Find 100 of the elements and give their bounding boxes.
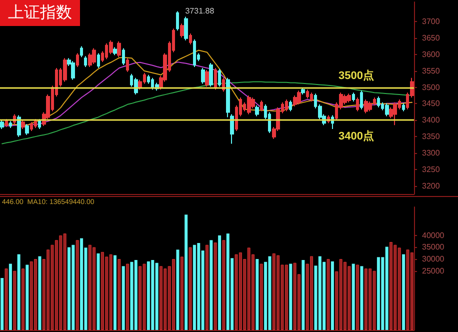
bar — [134, 260, 138, 330]
bar — [402, 254, 406, 330]
bar — [122, 266, 125, 330]
y-tick-label: 3350 — [422, 132, 440, 142]
candlestick — [393, 102, 397, 126]
bar — [30, 261, 33, 330]
candlestick — [364, 98, 368, 114]
candlestick — [113, 46, 117, 56]
bar — [172, 259, 176, 330]
bar — [364, 268, 368, 330]
bar — [256, 259, 259, 330]
candlestick — [301, 87, 305, 96]
bar — [272, 253, 276, 330]
bar — [348, 266, 351, 330]
candlestick — [88, 52, 92, 68]
candlestick — [360, 90, 363, 110]
bar — [17, 254, 20, 330]
ref-line-label: 3500点 — [338, 68, 374, 82]
bar — [109, 254, 112, 330]
y-tick-label: 35000 — [422, 242, 445, 252]
candlestick — [352, 92, 355, 102]
candlestick — [63, 58, 67, 82]
bar — [238, 252, 242, 330]
bar — [130, 262, 134, 330]
y-tick-label: 25000 — [422, 266, 445, 276]
line-series — [2, 81, 412, 144]
candlestick — [402, 102, 405, 112]
y-tick-label: 3600 — [422, 50, 440, 60]
candlestick — [289, 100, 292, 112]
candlestick — [368, 100, 372, 112]
bar — [180, 256, 184, 330]
bar — [376, 257, 380, 330]
candlestick — [97, 52, 100, 68]
bar — [151, 260, 154, 330]
bar — [234, 254, 238, 330]
bar — [4, 268, 8, 330]
bar — [38, 256, 42, 330]
bar — [339, 259, 342, 330]
bar — [352, 264, 355, 330]
y-tick-label: 3500 — [422, 82, 440, 92]
candlestick — [193, 38, 196, 68]
y-tick-label: 3400 — [422, 116, 440, 125]
candlestick — [126, 58, 129, 72]
annotation: 3731.88 — [185, 6, 215, 16]
candlestick — [80, 46, 83, 58]
bar — [80, 238, 84, 330]
bar — [118, 259, 121, 330]
bar — [289, 264, 292, 330]
candlestick — [9, 120, 12, 129]
candlestick — [21, 120, 25, 130]
bar — [176, 250, 180, 330]
bar — [398, 248, 401, 330]
bar — [63, 233, 66, 330]
bar — [72, 244, 75, 330]
bar — [226, 233, 230, 330]
bar — [222, 240, 226, 330]
bar — [142, 264, 146, 330]
candlestick — [247, 95, 251, 115]
candlestick — [201, 67, 205, 84]
candlestick — [306, 89, 309, 99]
bar — [96, 253, 100, 330]
chart-title: 上证指数 — [8, 4, 72, 22]
candlestick — [285, 98, 288, 112]
y-tick-label: 3450 — [422, 99, 440, 108]
candlestick — [76, 52, 79, 68]
candlestick — [71, 60, 75, 80]
candlestick — [17, 114, 21, 138]
bar — [394, 244, 397, 330]
candlestick — [92, 48, 96, 65]
bar — [100, 252, 104, 330]
bar — [146, 261, 150, 330]
y-tick-label: 3650 — [422, 34, 440, 43]
bar — [59, 235, 62, 330]
bar — [0, 278, 4, 330]
candlestick — [0, 120, 4, 130]
bar — [302, 260, 305, 330]
bar — [326, 259, 330, 330]
candlestick — [189, 33, 192, 45]
bar — [318, 256, 322, 330]
candlestick — [25, 124, 29, 136]
y-tick-label: 3250 — [422, 164, 440, 174]
candlestick — [205, 69, 209, 88]
y-tick-label: 3300 — [422, 148, 440, 158]
bar — [88, 244, 92, 330]
bar — [155, 262, 158, 330]
candlestick — [230, 114, 234, 144]
ref-line-label: 3400点 — [338, 130, 374, 143]
bar — [356, 264, 360, 330]
bar — [192, 244, 196, 330]
bar — [197, 242, 200, 330]
bar — [268, 256, 272, 330]
bar — [385, 246, 388, 330]
candlestick — [117, 40, 121, 58]
bar — [184, 214, 188, 330]
candlestick — [356, 97, 359, 112]
candlestick — [122, 48, 125, 66]
bar — [372, 270, 376, 330]
bar — [22, 268, 24, 330]
bar — [138, 266, 142, 330]
bar — [92, 247, 96, 330]
